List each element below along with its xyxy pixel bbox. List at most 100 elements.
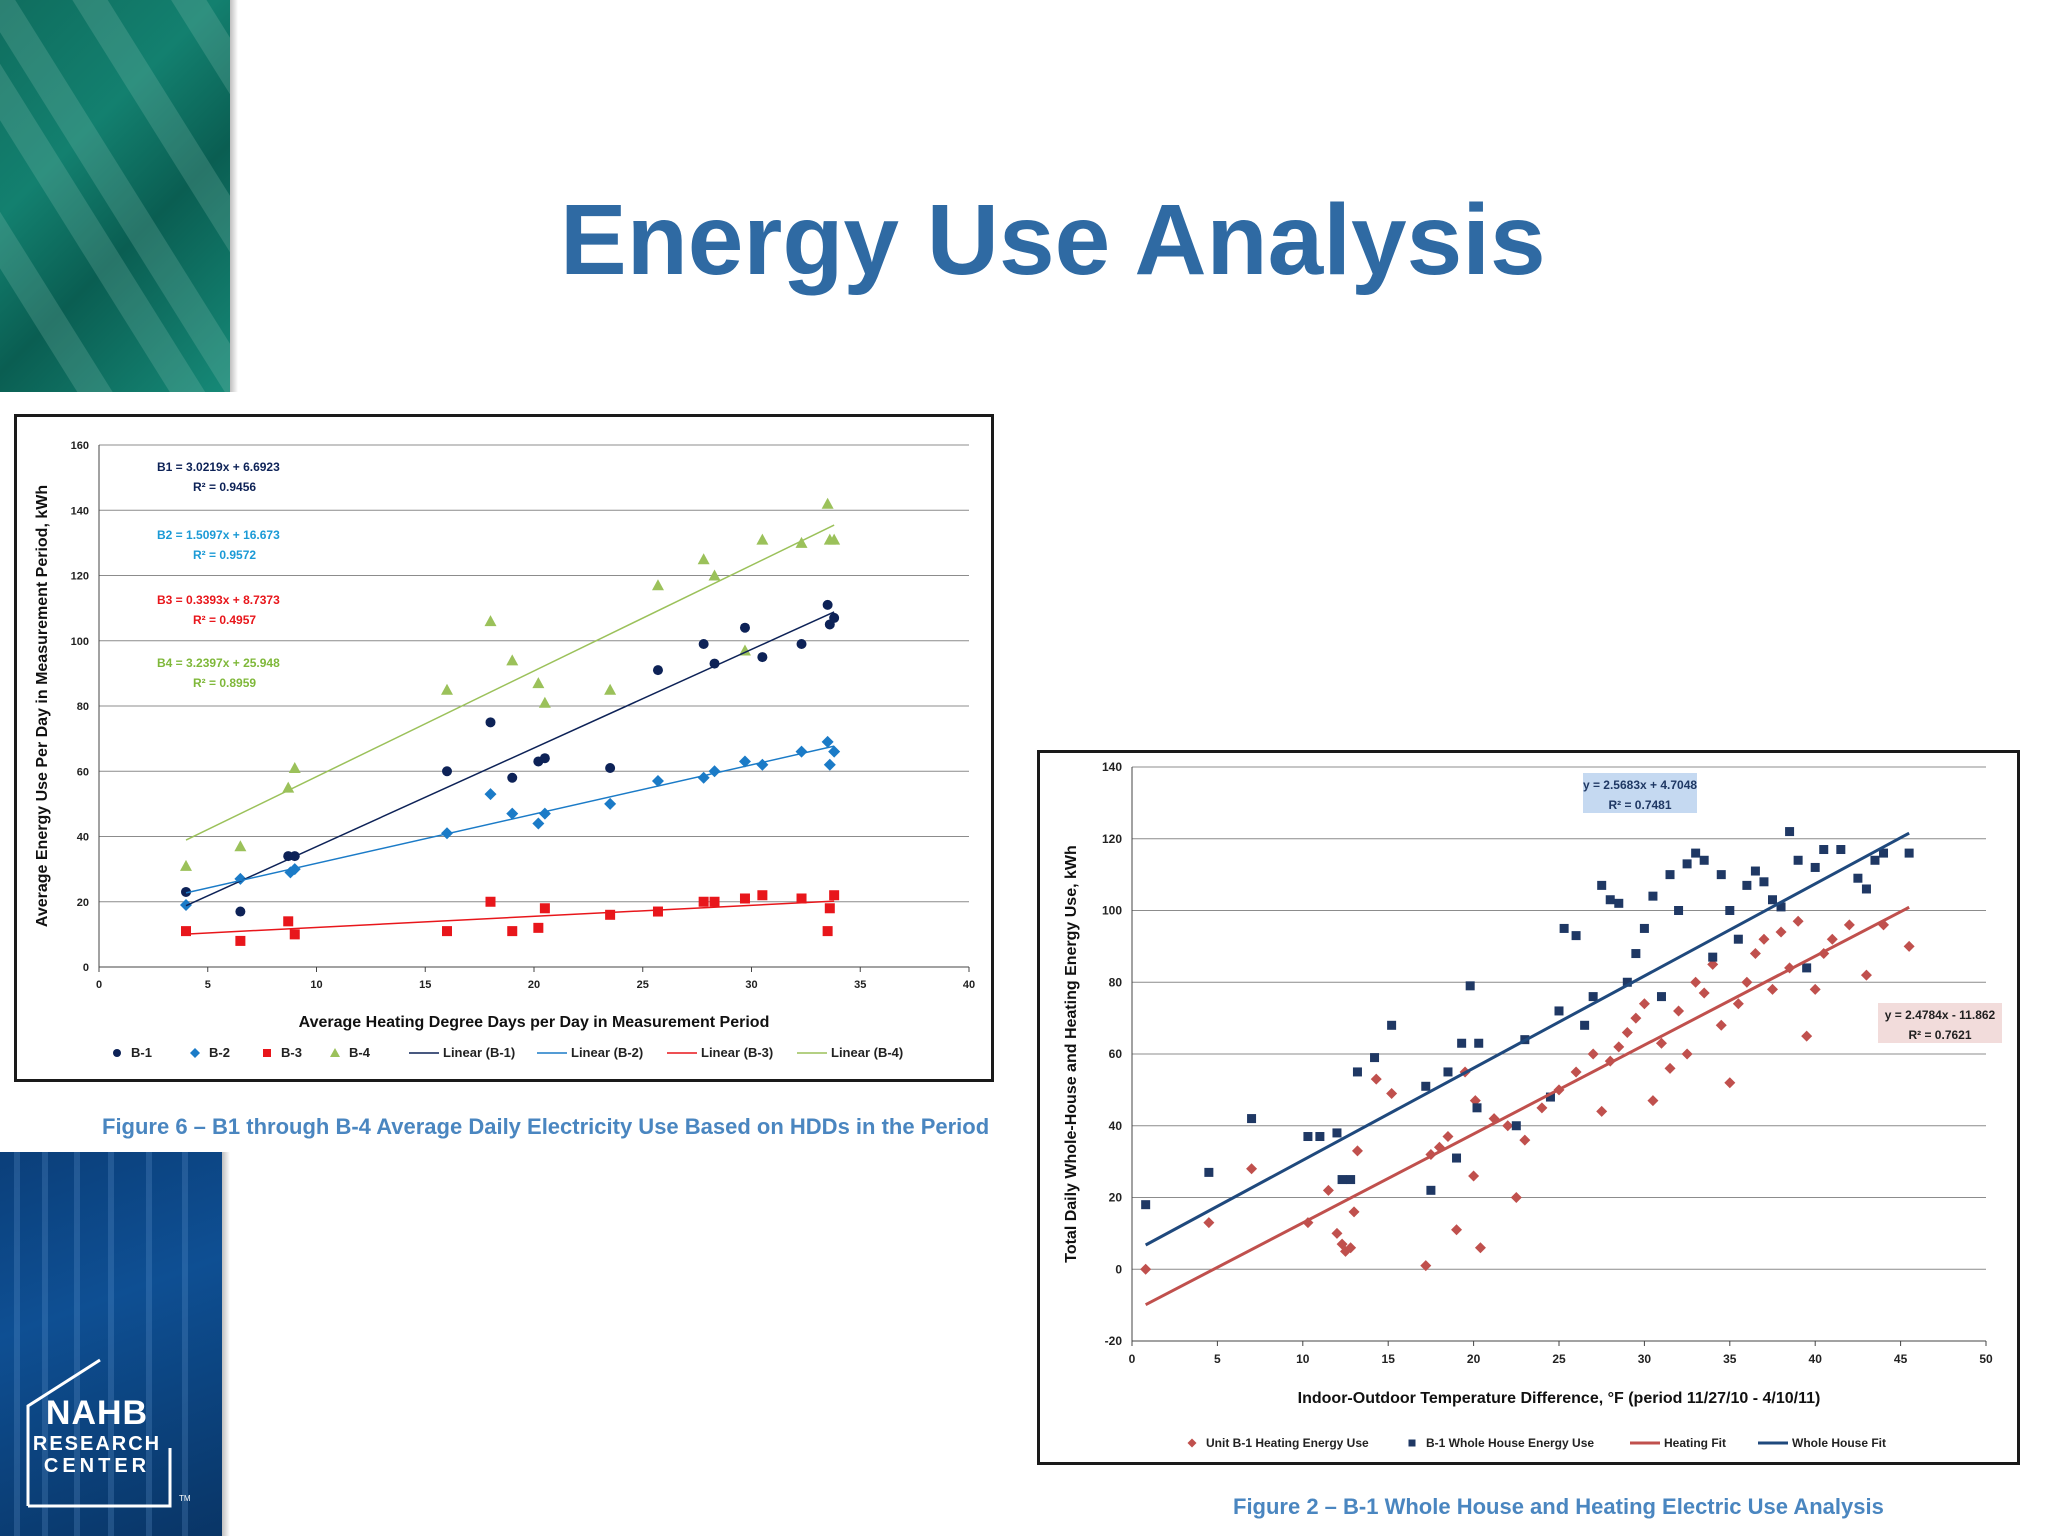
data-point [709, 896, 720, 907]
trendline-equation-1: y = 2.4784x - 11.862 [1885, 1008, 1996, 1022]
series-0-points [1140, 915, 1915, 1275]
x-tick-label: 15 [419, 979, 431, 991]
data-point [1511, 1121, 1521, 1131]
trendline-equation-1: B2 = 1.5097x + 16.673 [157, 528, 280, 542]
trendline-equation-3: B4 = 3.2397x + 25.948 [157, 656, 280, 670]
data-point [1681, 1048, 1693, 1060]
data-point [1836, 845, 1846, 855]
data-point [757, 652, 768, 663]
data-point [756, 758, 769, 771]
data-point [1370, 1073, 1382, 1085]
data-point [1749, 948, 1761, 960]
data-point [1904, 848, 1914, 858]
data-point [757, 890, 768, 901]
data-point [1387, 1020, 1397, 1030]
data-point [1554, 1006, 1564, 1016]
data-point [1699, 855, 1709, 865]
data-point [441, 683, 453, 695]
x-tick-label: 0 [1129, 1352, 1136, 1366]
data-point [1597, 880, 1607, 890]
data-point [532, 817, 545, 830]
data-point [235, 935, 246, 946]
data-point [1843, 919, 1855, 931]
chart-2-svg: -20 0 20 40 60 80 100 120 140 0 5 10 15 20 25 30 35 40 45 5… [1063, 760, 2002, 1450]
data-point [507, 772, 518, 783]
legend-marker-0 [113, 1049, 121, 1057]
data-point [828, 533, 841, 545]
logo-line-2: RESEARCH [32, 1433, 162, 1455]
data-point [539, 903, 550, 914]
data-point [738, 644, 751, 656]
data-point [651, 775, 664, 788]
legend-marker-1 [190, 1048, 200, 1058]
data-point [1793, 855, 1803, 865]
data-point [828, 745, 841, 758]
legend-label: Linear (B-4) [831, 1045, 903, 1060]
y-tick-label: 80 [77, 701, 89, 713]
data-point [709, 658, 720, 669]
trendline-r2-1: R² = 0.9572 [193, 548, 256, 562]
trendline-r2-0: R² = 0.9456 [193, 480, 256, 494]
data-point [1775, 926, 1787, 938]
data-point [1768, 895, 1777, 905]
data-point [1346, 1175, 1356, 1185]
data-point [484, 788, 497, 801]
x-tick-label: 10 [1296, 1352, 1310, 1366]
data-point [1621, 1026, 1633, 1038]
data-point [1878, 919, 1890, 931]
logo-line-1: NAHB [45, 1394, 149, 1432]
chart-1-panel: 0 20 40 60 80 100 120 140 160 0 5 10 15 20 25 30 35 40 Ave… [14, 414, 994, 1082]
data-point [1750, 866, 1760, 876]
equation-box-0 [1583, 773, 1697, 813]
data-point [822, 926, 833, 937]
data-point [1420, 1260, 1432, 1272]
data-point [1613, 1041, 1625, 1053]
logo-text: NAHB RESEARCH CENTER [22, 1396, 172, 1476]
data-point [1472, 1103, 1482, 1113]
decorative-band-top-shadow [230, 0, 238, 392]
x-tick-label: 35 [854, 979, 866, 991]
data-point [698, 896, 709, 907]
data-point [1622, 977, 1632, 987]
y-tick-label: 60 [1109, 1047, 1123, 1061]
data-point [1776, 902, 1786, 912]
data-point [1370, 1053, 1380, 1063]
x-tick-label: 30 [745, 979, 757, 991]
logo-line-3: CENTER [43, 1455, 151, 1477]
data-point [822, 599, 833, 610]
y-tick-label: 60 [77, 766, 89, 778]
y-tick-label: 40 [1109, 1119, 1123, 1133]
legend-label: Linear (B-2) [571, 1045, 643, 1060]
data-point [282, 781, 295, 793]
data-point [1345, 1242, 1357, 1254]
data-point [538, 696, 551, 708]
data-point [1337, 1175, 1347, 1185]
legend-label: B-2 [209, 1045, 230, 1060]
equation-box-1 [1878, 1003, 2002, 1043]
data-point [1468, 1170, 1480, 1182]
y-tick-label: 120 [71, 571, 89, 583]
x-axis-label: Average Heating Degree Days per Day in M… [299, 1014, 770, 1031]
y-tick-label: 140 [1102, 760, 1122, 774]
legend-label: Unit B-1 Heating Energy Use [1206, 1436, 1369, 1450]
data-point [1596, 1105, 1608, 1117]
legend-label: B-1 Whole House Energy Use [1426, 1436, 1594, 1450]
data-point [235, 906, 246, 917]
series-3-points [180, 497, 841, 871]
data-point [1716, 870, 1726, 880]
data-point [1674, 906, 1684, 915]
data-point [1665, 870, 1675, 880]
data-point [288, 863, 301, 876]
data-point [821, 497, 834, 509]
data-point [1141, 1200, 1151, 1210]
data-point [1452, 1153, 1462, 1163]
data-point [1656, 992, 1666, 1002]
data-point [1801, 1030, 1813, 1042]
data-point [1631, 949, 1641, 959]
data-point [1587, 1048, 1599, 1060]
data-point [234, 840, 247, 852]
data-point [1879, 848, 1889, 858]
data-point [739, 622, 750, 633]
data-point [651, 579, 664, 591]
data-point [181, 886, 191, 897]
